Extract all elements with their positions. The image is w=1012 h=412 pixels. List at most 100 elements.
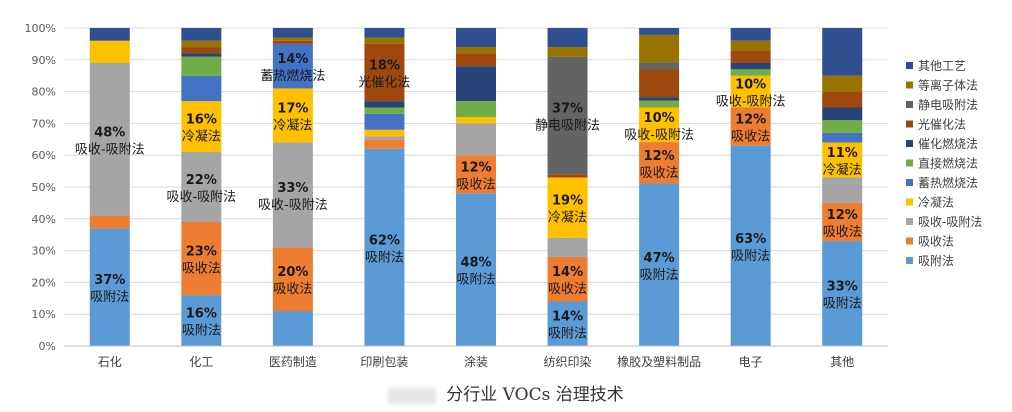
x-tick-label: 医药制造 (269, 355, 317, 369)
data-label-percent: 19% (552, 194, 583, 209)
bar-segment (639, 183, 680, 346)
bar-segment (181, 56, 222, 76)
legend-label: 其他工艺 (918, 59, 966, 73)
bar-segment (272, 88, 313, 143)
data-label-percent: 17% (277, 101, 308, 116)
data-label-method: 蓄热燃烧法 (260, 68, 325, 84)
caption-text: 分行业 VOCs 治理技术 (446, 385, 624, 405)
data-label-method: 吸收法 (731, 130, 770, 145)
bar-segment (89, 40, 130, 63)
data-label-percent: 48% (94, 125, 125, 140)
legend-label: 吸附法 (918, 254, 954, 268)
bar-segment (364, 136, 405, 140)
data-label-percent: 47% (644, 251, 675, 266)
bar-segment (730, 69, 771, 76)
bar-segment (730, 62, 771, 70)
legend-label: 催化燃烧法 (918, 136, 978, 151)
bar-segment (181, 53, 222, 57)
bar-segment (272, 43, 313, 89)
data-label-percent: 23% (186, 245, 217, 260)
data-label-percent: 16% (186, 307, 217, 322)
data-label-method: 冷凝法 (182, 129, 221, 145)
bar-segment (89, 28, 130, 41)
data-label-method: 吸附法 (731, 249, 770, 264)
bar-segment (272, 311, 313, 346)
bar-segment (364, 113, 405, 130)
bar-segment (822, 75, 863, 92)
bar-segment (456, 155, 496, 194)
bar-segment (456, 101, 496, 118)
legend: 其他工艺等离子体法静电吸附法光催化法催化燃烧法直接燃烧法蓄热燃烧法冷凝法吸收-吸… (906, 59, 982, 268)
legend-label: 吸收法 (918, 235, 954, 249)
bar-segment (364, 43, 405, 102)
data-label-percent: 63% (735, 232, 766, 247)
data-label-method: 冷凝法 (273, 117, 312, 133)
bar-segment (547, 256, 588, 302)
y-tick-label: 20% (32, 276, 56, 289)
bar-segment (272, 142, 313, 248)
bar-segment (181, 101, 222, 153)
bar-segment (272, 247, 313, 312)
data-label-percent: 33% (277, 181, 308, 196)
bar-segment (364, 139, 405, 149)
legend-swatch (906, 257, 913, 264)
data-label-method: 吸附法 (90, 290, 129, 305)
legend-label: 等离子体法 (918, 78, 978, 93)
y-tick-label: 30% (32, 245, 56, 258)
figure-caption: 分行业 VOCs 治理技术 (0, 380, 1012, 405)
blurred-logo (388, 387, 437, 404)
bars (89, 28, 863, 346)
bar-segment (364, 148, 405, 346)
bar-segment (639, 62, 680, 70)
data-labels: 37%吸附法48%吸收-吸附法16%吸附法23%吸收法22%吸收-吸附法16%冷… (75, 52, 862, 342)
data-label-percent: 14% (552, 265, 583, 280)
data-label-method: 吸收-吸附法 (166, 190, 236, 205)
bar-segment (364, 129, 405, 137)
x-tick-label: 印刷包装 (360, 355, 408, 369)
bar-segment (456, 193, 496, 346)
bar-segment (822, 177, 863, 203)
bar-segment (547, 237, 588, 257)
bar-segment (730, 28, 771, 41)
data-label-percent: 10% (644, 111, 675, 126)
legend-label: 蓄热燃烧法 (918, 175, 978, 190)
bar-segment (639, 34, 680, 63)
bar-segment (89, 215, 130, 229)
bar-segment (89, 228, 130, 346)
bar-segment (272, 37, 313, 41)
legend-label: 吸收-吸附法 (918, 215, 982, 229)
bar-segment (822, 241, 863, 346)
data-label-percent: 48% (460, 256, 491, 271)
bar-segment (547, 174, 588, 178)
bar-segment (822, 202, 863, 242)
data-label-method: 吸收-吸附法 (75, 142, 145, 157)
legend-label: 冷凝法 (918, 195, 954, 210)
bar-segment (730, 50, 771, 63)
y-tick-label: 80% (32, 86, 56, 99)
y-tick-label: 100% (25, 22, 56, 35)
bar-segment (822, 28, 863, 76)
bar-segment (181, 40, 222, 48)
data-label-method: 吸附法 (365, 250, 404, 265)
bar-segment (456, 47, 496, 54)
data-label-method: 吸收法 (823, 225, 862, 240)
stacked-bar-chart: 0% 10% 20% 30% 40% 50% 60% 70% 80% 90% 100% 石化 化工 医药制… (25, 22, 983, 369)
legend-swatch (906, 159, 913, 167)
data-label-method: 吸附法 (182, 324, 221, 339)
legend-label: 静电吸附法 (918, 98, 978, 112)
legend-swatch (906, 198, 913, 206)
y-tick-label: 50% (32, 181, 56, 194)
bar-segment (456, 28, 496, 48)
data-label-percent: 22% (186, 173, 217, 188)
data-label-method: 吸收法 (182, 262, 221, 277)
bar-segment (364, 37, 405, 44)
legend-swatch (906, 101, 913, 108)
legend-swatch (906, 140, 913, 147)
data-label-percent: 11% (827, 146, 858, 161)
bar-segment (181, 28, 222, 41)
data-label-percent: 14% (552, 310, 583, 325)
bar-segment (272, 28, 313, 38)
data-label-percent: 10% (735, 78, 766, 93)
bar-segment (730, 75, 771, 108)
y-tick-label: 10% (32, 308, 56, 321)
